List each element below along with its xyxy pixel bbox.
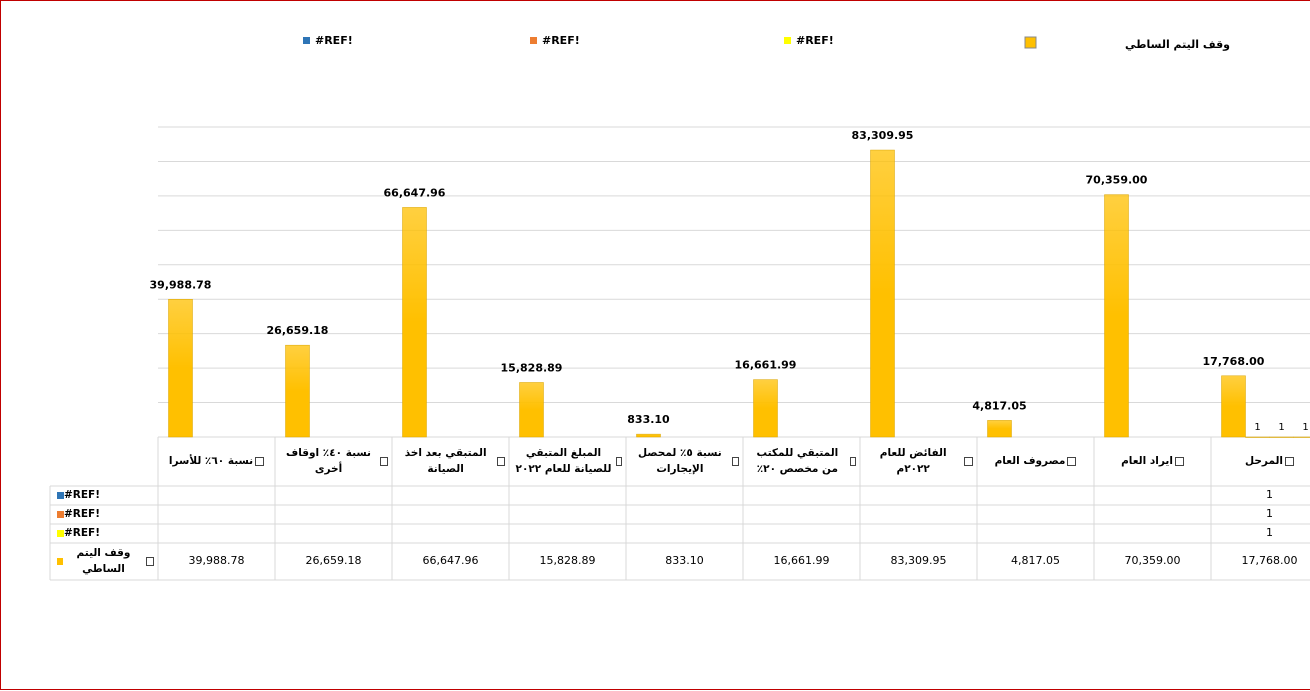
legend-label: #REF! — [315, 34, 353, 47]
bar — [519, 382, 544, 438]
legend-label: #REF! — [542, 34, 580, 47]
legend-label: وقف اليتم الساطي — [1125, 38, 1230, 51]
bar — [1221, 375, 1246, 438]
table-value: 15,828.89 — [539, 554, 596, 568]
data-label: 4,817.05 — [972, 399, 1026, 412]
category-label: نسبة ٤٠٪ اوقاف أخرى — [275, 437, 392, 486]
series-label: #REF! — [50, 486, 158, 505]
category-label: المبلغ المتبقي للصيانة للعام ٢٠٢٢ — [509, 437, 626, 486]
table-value: 39,988.78 — [188, 554, 245, 568]
data-label: 26,659.18 — [267, 324, 329, 337]
category-text: نسبة ٤٠٪ اوقاف أخرى — [286, 446, 371, 475]
series-name: #REF! — [64, 526, 101, 539]
category-label: نسبة ٥٪ لمحصل الإيجارات — [626, 437, 743, 486]
category-text: الفائض للعام ٢٠٢٢م — [879, 446, 947, 475]
series-swatch — [57, 511, 64, 518]
category-text: المرحل — [1244, 454, 1284, 467]
legend-key — [497, 457, 505, 466]
bar — [168, 299, 193, 438]
category-label: المرحل — [1211, 437, 1310, 486]
category-label: ايراد العام — [1094, 437, 1211, 486]
data-label: 83,309.95 — [852, 129, 914, 142]
data-label: 1 — [1302, 422, 1308, 433]
table-value: 1 — [1266, 507, 1273, 521]
series-swatch — [57, 530, 64, 537]
bar — [402, 207, 427, 438]
category-label: نسبة ٦٠٪ للأسرا — [158, 437, 275, 486]
series-swatch — [57, 558, 63, 565]
legend-key — [1067, 457, 1077, 466]
bar — [753, 379, 778, 438]
category-text: المتبقي للمكتب من مخصص ٢٠٪ — [756, 446, 839, 475]
category-label: الفائض للعام ٢٠٢٢م — [860, 437, 977, 486]
data-label: 1 — [1278, 422, 1284, 433]
table-value: 833.10 — [665, 554, 704, 568]
legend-swatch — [784, 37, 791, 44]
category-text: نسبة ٦٠٪ للأسرا — [168, 454, 254, 467]
category-text: المبلغ المتبقي للصيانة للعام ٢٠٢٢ — [515, 446, 612, 475]
legend-key — [615, 457, 622, 466]
legend-key — [146, 557, 155, 566]
table-value: 66,647.96 — [422, 554, 479, 568]
legend-label: #REF! — [796, 34, 834, 47]
category-label: مصروف العام — [977, 437, 1094, 486]
data-label: 66,647.96 — [384, 186, 446, 199]
table-value: 83,309.95 — [890, 554, 947, 568]
category-text: ايراد العام — [1121, 454, 1173, 467]
legend-key — [731, 457, 739, 466]
data-label: 833.10 — [627, 413, 670, 426]
data-label: 39,988.78 — [150, 278, 212, 291]
series-name: وقف اليتم الساطي — [76, 546, 131, 575]
bar — [1104, 194, 1129, 438]
category-text: مصروف العام — [994, 454, 1066, 467]
bar — [870, 149, 895, 438]
table-value: 70,359.00 — [1124, 554, 1181, 568]
legend-swatch — [1024, 36, 1037, 49]
bar — [987, 420, 1012, 438]
legend-key — [380, 457, 388, 466]
data-label: 1 — [1254, 422, 1260, 433]
data-label: 16,661.99 — [735, 359, 797, 372]
series-name: #REF! — [64, 507, 101, 520]
series-name: #REF! — [64, 488, 101, 501]
table-value: 4,817.05 — [1011, 554, 1060, 568]
legend-key — [964, 457, 973, 466]
legend-key — [1174, 457, 1184, 466]
legend-key — [1285, 457, 1295, 466]
data-label: 17,768.00 — [1203, 355, 1265, 368]
series-label: وقف اليتم الساطي — [50, 543, 158, 580]
table-value: 17,768.00 — [1241, 554, 1298, 568]
category-label: المتبقي للمكتب من مخصص ٢٠٪ — [743, 437, 860, 486]
table-value: 1 — [1266, 526, 1273, 540]
table-value: 1 — [1266, 488, 1273, 502]
bar — [285, 344, 310, 438]
legend-key — [255, 457, 265, 466]
data-label: 70,359.00 — [1086, 174, 1148, 187]
table-value: 16,661.99 — [773, 554, 830, 568]
series-label: #REF! — [50, 505, 158, 524]
series-label: #REF! — [50, 524, 158, 543]
legend-swatch — [303, 37, 310, 44]
legend-swatch — [530, 37, 537, 44]
bar — [636, 433, 661, 438]
data-label: 15,828.89 — [501, 361, 563, 374]
legend-key — [849, 457, 856, 466]
category-text: المتبقي بعد اخذ الصيانة — [404, 446, 487, 475]
category-text: نسبة ٥٪ لمحصل الإيجارات — [638, 446, 722, 475]
series-swatch — [57, 492, 64, 499]
category-label: المتبقي بعد اخذ الصيانة — [392, 437, 509, 486]
table-value: 26,659.18 — [305, 554, 362, 568]
